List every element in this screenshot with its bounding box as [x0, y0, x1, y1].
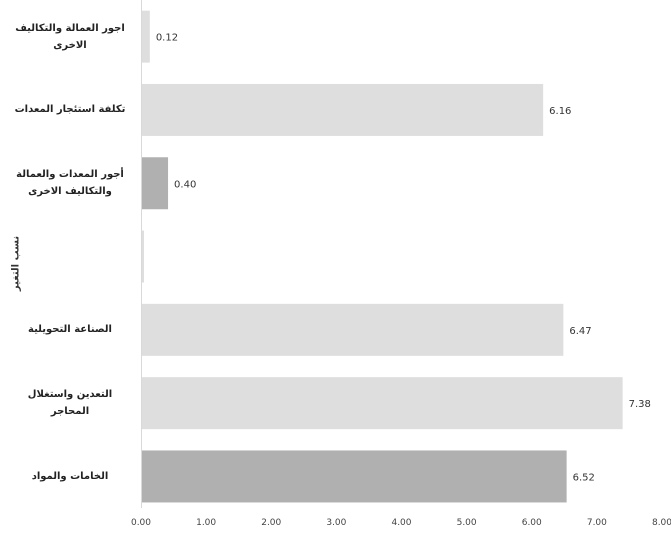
category-label-4: الصناعة التحويلية — [28, 324, 112, 336]
x-tick-label-3: 3.00 — [326, 518, 346, 528]
x-tick-label-8: 8.00 — [652, 518, 671, 528]
category-label-0: اجور العمالة والتكاليف الاخرى — [15, 22, 125, 51]
x-tick-label-5: 5.00 — [457, 518, 477, 528]
category-label-5: التعدين واستغلال المحاجر — [27, 389, 113, 418]
data-label-1: 6.16 — [549, 106, 571, 117]
bar-5 — [142, 377, 623, 430]
bar-4 — [142, 303, 564, 356]
category-label-2: أجور المعدات والعمالة والتكاليف الاخرى — [16, 169, 124, 198]
data-label-6: 6.52 — [573, 472, 595, 483]
data-label-4: 6.47 — [569, 326, 591, 337]
x-tick-label-4: 4.00 — [391, 518, 411, 528]
bar-6 — [142, 450, 567, 503]
bar-1 — [142, 83, 544, 136]
x-tick-label-6: 6.00 — [522, 518, 542, 528]
category-label-6: الخامات والمواد — [31, 470, 109, 482]
x-tick-label-7: 7.00 — [587, 518, 607, 528]
x-tick-label-1: 1.00 — [196, 518, 216, 528]
y-axis-title: نسب التغير — [10, 235, 22, 292]
category-label-1: تكلفة استئجار المعدات — [14, 104, 126, 116]
x-tick-label-0: 0.00 — [131, 518, 151, 528]
data-label-0: 0.12 — [156, 33, 178, 44]
bar-2 — [142, 157, 169, 210]
x-tick-label-2: 2.00 — [261, 518, 281, 528]
bar-0 — [142, 10, 150, 63]
data-label-5: 7.38 — [629, 399, 651, 410]
bar-3 — [142, 230, 144, 283]
data-label-2: 0.40 — [174, 179, 196, 190]
